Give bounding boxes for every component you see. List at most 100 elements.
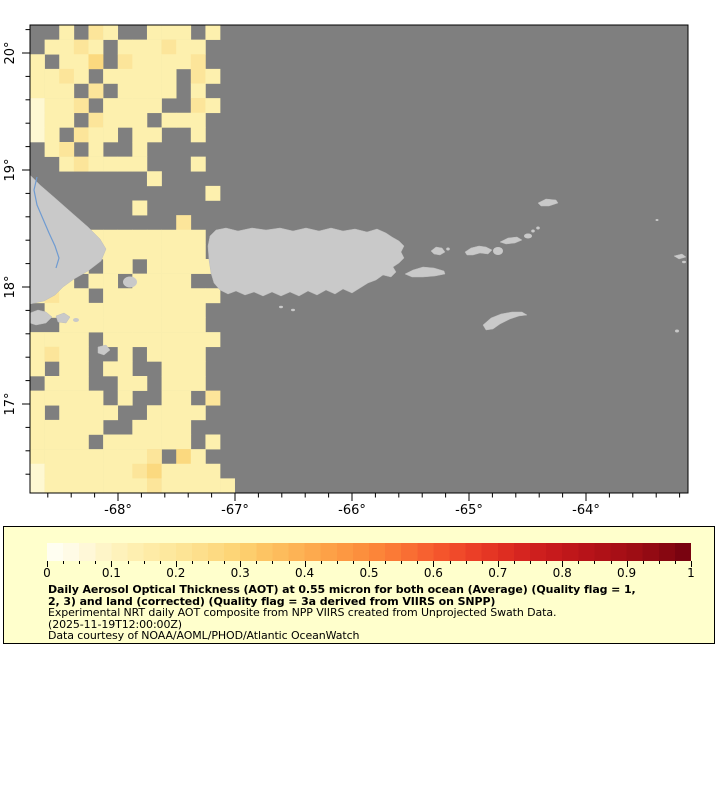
aot-cell [146, 332, 162, 348]
aot-cell [59, 83, 75, 99]
aot-cell [132, 112, 148, 128]
aot-cell [190, 98, 206, 114]
aot-cell [103, 434, 119, 450]
colorbar-tick [562, 561, 564, 567]
aot-cell [103, 302, 119, 318]
aot-cell [161, 419, 177, 435]
land-saba [675, 329, 679, 333]
colorbar-tick [626, 561, 628, 567]
colorbar-tick [530, 561, 531, 564]
aot-cell [59, 361, 75, 377]
aot-cell [59, 434, 75, 450]
aot-cell [44, 98, 60, 114]
aot-cell [176, 288, 192, 304]
colorbar-tick [127, 561, 129, 564]
aot-cell [146, 346, 162, 362]
legend-panel: 0 0.1 0.2 0.3 0.4 0.5 0.6 0.7 0.8 0.9 1 Daily Aero… [3, 526, 715, 644]
aot-cell [88, 54, 104, 70]
aot-cell [30, 68, 45, 84]
aot-cell [176, 112, 192, 128]
aot-cell [73, 127, 89, 143]
colorbar-tick [449, 561, 451, 564]
aot-cell [132, 142, 148, 157]
aot-cell [117, 449, 133, 465]
aot-cell [161, 405, 177, 421]
colorbar-tick [240, 561, 242, 567]
land-virgin-gorda-islet-1 [531, 229, 535, 233]
land-st-croix [482, 311, 528, 331]
aot-cell [176, 244, 192, 260]
aot-cell [190, 463, 206, 479]
aot-cell [117, 156, 133, 172]
aot-cell [132, 288, 148, 304]
aot-cell [103, 68, 119, 84]
aot-cell [59, 390, 75, 406]
aot-cell [176, 229, 192, 245]
colorbar-tick [159, 561, 161, 564]
colorbar-tick-label: 0.1 [101, 566, 121, 580]
aot-cell [132, 98, 148, 114]
aot-cell [117, 112, 133, 128]
aot-cell [103, 405, 119, 421]
aot-cell [146, 288, 162, 304]
land-isla-saona [55, 312, 71, 324]
aot-cell [73, 434, 89, 450]
aot-cell [44, 376, 60, 391]
aot-cell [132, 317, 148, 333]
aot-cell [59, 156, 75, 172]
aot-cell [30, 419, 45, 435]
aot-cell [73, 346, 89, 362]
colorbar-tick-label: 0.6 [423, 566, 443, 580]
aot-cell [73, 449, 89, 465]
aot-cell [59, 54, 75, 70]
aot-cell [30, 405, 45, 421]
land-isla-beata [97, 344, 111, 356]
aot-cell [103, 288, 119, 304]
aot-cell [103, 361, 119, 377]
map-layers [30, 25, 687, 493]
land-puerto-rico [207, 227, 405, 297]
aot-cell [190, 156, 206, 172]
colorbar-tick [191, 561, 193, 564]
aot-cell [205, 68, 221, 84]
colorbar-tick [143, 561, 145, 564]
aot-cell [88, 317, 104, 333]
aot-cell [161, 376, 177, 391]
x-axis-tick-label: -64° [572, 503, 600, 518]
aot-cell [161, 54, 177, 70]
colorbar-tick [497, 561, 499, 567]
aot-cell [205, 25, 221, 40]
aot-cell [190, 68, 206, 84]
aot-cell [146, 244, 162, 260]
land-virgin-gorda [524, 233, 532, 239]
aot-cell [73, 98, 89, 114]
aot-cell [117, 83, 133, 99]
aot-cell [44, 478, 60, 493]
aot-cell [176, 463, 192, 479]
aot-cell [88, 390, 104, 406]
aot-cell [190, 302, 206, 318]
colorbar-tick [658, 561, 660, 564]
aot-cell [176, 449, 192, 465]
aot-cell [44, 419, 60, 435]
land-mona-island [123, 276, 137, 288]
aot-cell [88, 273, 104, 289]
colorbar-tick [95, 561, 97, 564]
aot-cell [30, 346, 45, 362]
aot-cell [117, 434, 133, 450]
land-culebrita [446, 247, 450, 251]
aot-cell [30, 112, 45, 128]
aot-cell [103, 156, 119, 172]
aot-cell [205, 478, 221, 493]
aot-cell [176, 302, 192, 318]
aot-cell [132, 478, 148, 493]
aot-cell [176, 215, 192, 231]
land-vieques [404, 266, 446, 278]
aot-cell [205, 98, 221, 114]
aot-cell [103, 127, 119, 143]
aot-cell [176, 361, 192, 377]
aot-cell [146, 478, 162, 493]
aot-cell [88, 39, 104, 55]
aot-cell [176, 405, 192, 421]
